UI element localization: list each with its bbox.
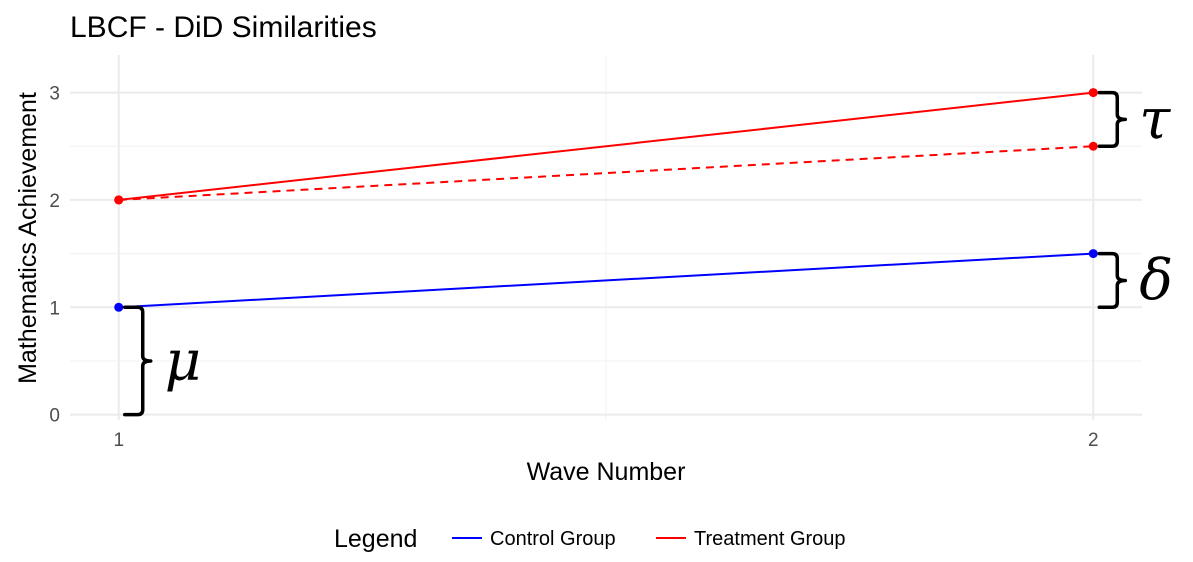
chart-title: LBCF - DiD Similarities bbox=[70, 11, 377, 44]
brace-1 bbox=[1097, 251, 1128, 310]
legend-label: Control Group bbox=[490, 528, 616, 550]
control-group-line bbox=[118, 252, 1094, 309]
legend-label: Treatment Group bbox=[694, 528, 846, 550]
series-2-line bbox=[118, 145, 1094, 201]
legend-title: Legend bbox=[334, 525, 417, 553]
annotation-symbol: δ bbox=[1139, 248, 1173, 313]
y-tick-label: 0 bbox=[49, 406, 60, 427]
brace-0 bbox=[122, 305, 153, 417]
treatment-group-line bbox=[118, 91, 1094, 201]
y-tick-label: 3 bbox=[49, 84, 60, 105]
x-tick-label: 1 bbox=[113, 430, 124, 451]
y-tick-label: 1 bbox=[49, 298, 60, 319]
annotation-symbol: τ bbox=[1139, 87, 1171, 152]
annotations: μ δ τ bbox=[122, 87, 1173, 417]
y-axis-title: Mathematics Achievement bbox=[14, 92, 42, 384]
annotation-symbol: μ bbox=[165, 329, 201, 394]
y-tick-label: 2 bbox=[49, 191, 60, 212]
data-point bbox=[1088, 141, 1098, 151]
data-point bbox=[1088, 249, 1098, 259]
x-axis-title: Wave Number bbox=[527, 458, 686, 486]
data-point bbox=[1088, 88, 1098, 98]
axis-text: LBCF - DiD Similarities Wave Number Math… bbox=[14, 11, 1099, 486]
legend: Legend Control Group Treatment Group bbox=[334, 525, 846, 553]
brace-2 bbox=[1097, 90, 1128, 148]
x-tick-label: 2 bbox=[1088, 430, 1099, 451]
series-layer bbox=[114, 88, 1098, 312]
data-point bbox=[114, 302, 124, 312]
data-point bbox=[114, 195, 124, 205]
grid bbox=[70, 55, 1142, 420]
